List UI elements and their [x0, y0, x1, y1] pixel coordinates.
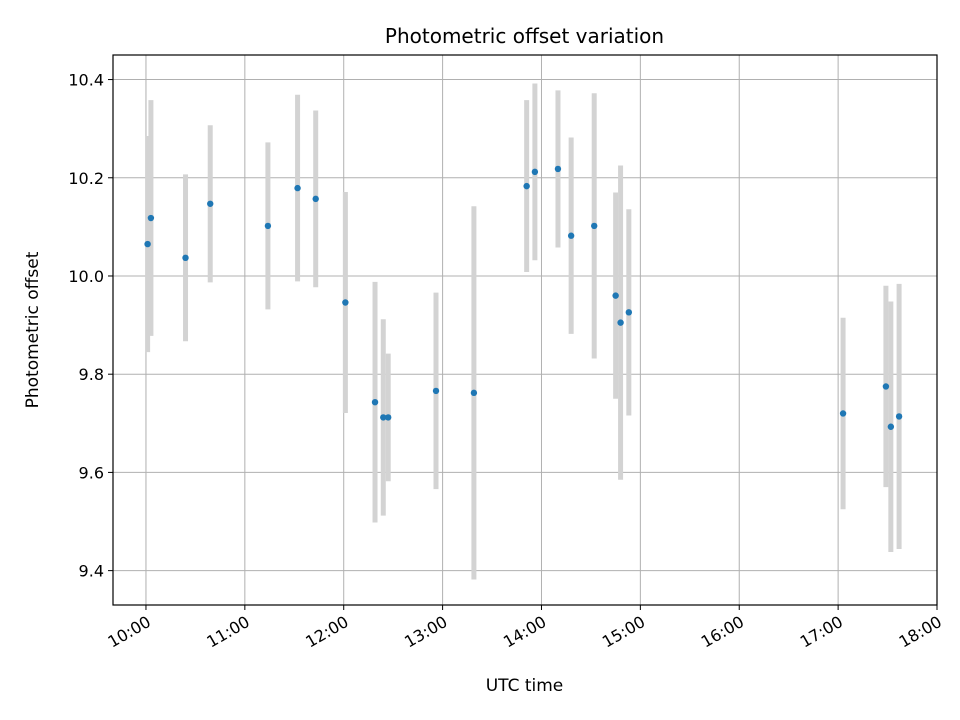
y-tick-label: 10.0 — [68, 267, 104, 286]
x-axis-title: UTC time — [486, 676, 564, 696]
data-point — [617, 319, 624, 326]
data-point — [887, 423, 895, 430]
data-point — [182, 254, 189, 262]
y-tick-label: 9.4 — [79, 562, 104, 581]
data-point — [207, 200, 214, 207]
x-tick-label: 15:00 — [599, 612, 648, 652]
y-tick-label: 10.2 — [68, 169, 104, 188]
chart-title: Photometric offset variation — [385, 24, 664, 48]
data-point — [839, 410, 847, 417]
data-point — [371, 398, 379, 406]
data-point — [385, 414, 392, 421]
x-tick-label: 14:00 — [500, 612, 549, 652]
data-point — [470, 389, 478, 397]
data-points — [144, 165, 903, 430]
plot-frame — [112, 54, 938, 606]
x-tick-label: 12:00 — [302, 612, 351, 652]
error-bars — [145, 83, 902, 580]
y-tick-label: 9.8 — [79, 365, 104, 384]
x-tick-label: 16:00 — [698, 612, 747, 652]
data-point — [567, 232, 575, 239]
y-tick-label: 9.6 — [79, 463, 104, 482]
x-axis: 10:00 11:00 12:00 13:00 14:00 15:00 16:00 17:00… — [105, 605, 945, 652]
data-point — [523, 182, 530, 190]
y-axis-title: Photometric offset — [23, 251, 43, 408]
data-point — [144, 240, 151, 248]
data-point — [147, 214, 155, 222]
data-point — [294, 184, 301, 192]
x-tick-label: 10:00 — [105, 612, 154, 652]
x-tick-label: 18:00 — [896, 612, 945, 652]
data-point — [264, 222, 272, 230]
data-point — [380, 414, 387, 421]
data-point — [531, 168, 539, 176]
data-point — [895, 413, 903, 420]
y-tick-label: 10.4 — [68, 71, 104, 90]
data-point — [312, 195, 319, 203]
data-point — [342, 299, 349, 306]
data-point — [882, 383, 890, 390]
x-tick-label: 13:00 — [401, 612, 450, 652]
data-point — [612, 292, 619, 299]
data-point — [432, 387, 440, 395]
data-point — [554, 165, 562, 173]
x-tick-label: 11:00 — [203, 612, 252, 652]
data-point — [591, 222, 598, 230]
data-point — [625, 309, 633, 316]
x-tick-label: 17:00 — [797, 612, 846, 652]
y-axis: 9.4 9.6 9.8 10.0 10.2 10.4 — [68, 71, 113, 581]
